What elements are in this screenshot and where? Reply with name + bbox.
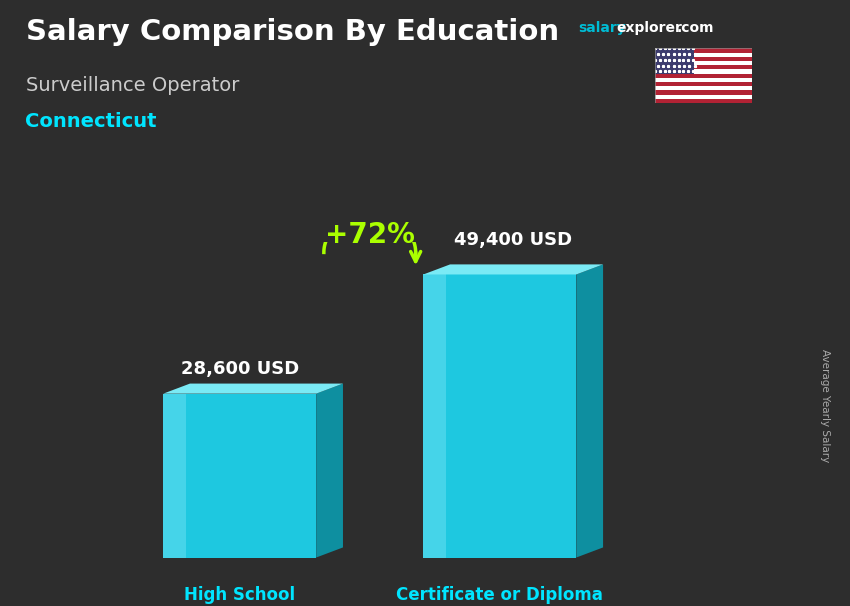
- Polygon shape: [423, 275, 576, 558]
- Text: 49,400 USD: 49,400 USD: [454, 231, 572, 248]
- Text: High School: High School: [184, 586, 295, 604]
- Bar: [654, 70, 752, 74]
- Text: Salary Comparison By Education: Salary Comparison By Education: [26, 18, 558, 46]
- Bar: [654, 78, 752, 82]
- Bar: [654, 86, 752, 90]
- Text: .com: .com: [677, 21, 714, 35]
- Text: Surveillance Operator: Surveillance Operator: [26, 76, 239, 95]
- Polygon shape: [163, 394, 316, 558]
- Bar: [654, 57, 752, 61]
- Polygon shape: [316, 384, 343, 558]
- Text: Certificate or Diploma: Certificate or Diploma: [396, 586, 604, 604]
- Bar: [654, 99, 752, 103]
- Polygon shape: [423, 275, 446, 558]
- Text: explorer: explorer: [616, 21, 682, 35]
- Polygon shape: [654, 48, 694, 74]
- Text: +72%: +72%: [325, 221, 415, 250]
- Bar: [654, 65, 752, 70]
- Bar: [654, 53, 752, 57]
- Bar: [654, 48, 752, 53]
- Polygon shape: [163, 394, 186, 558]
- Text: Average Yearly Salary: Average Yearly Salary: [819, 350, 830, 462]
- Bar: [654, 95, 752, 99]
- Bar: [654, 90, 752, 95]
- Bar: [654, 82, 752, 86]
- Text: salary: salary: [578, 21, 626, 35]
- Bar: [654, 61, 752, 65]
- Polygon shape: [423, 264, 604, 275]
- Text: Connecticut: Connecticut: [26, 112, 157, 131]
- Bar: [654, 74, 752, 78]
- Polygon shape: [163, 384, 343, 394]
- Polygon shape: [576, 264, 604, 558]
- Text: 28,600 USD: 28,600 USD: [180, 360, 299, 378]
